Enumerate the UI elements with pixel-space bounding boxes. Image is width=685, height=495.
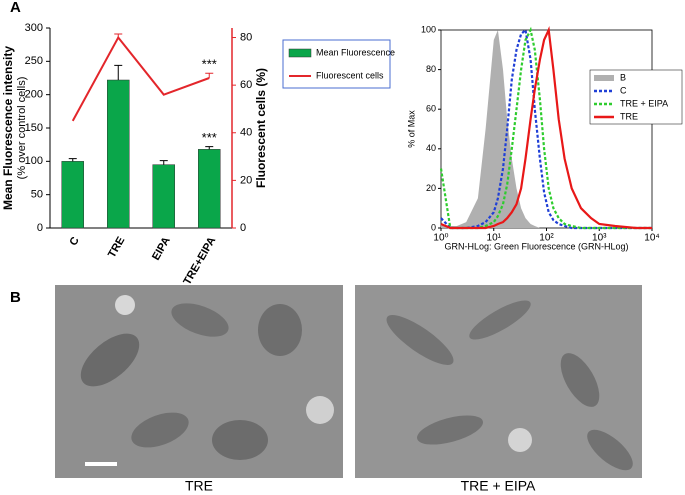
error-bar: [205, 146, 214, 150]
x-tick-label: 10²: [539, 233, 554, 244]
y-axis-label-note: (% over control cells): [16, 77, 28, 180]
y-tick-label: 60: [426, 104, 436, 114]
y-tick-label: 20: [426, 183, 436, 193]
histogram-line: [440, 26, 652, 230]
y-tick-label: 250: [25, 55, 43, 67]
bar: [61, 161, 84, 229]
y-tick-label: 150: [25, 122, 43, 134]
panel-label: A: [10, 0, 21, 16]
x-tick-label: TRE+EIPA: [181, 235, 218, 287]
legend-label: Mean Fluorescence: [316, 47, 395, 57]
x-tick-label: 10⁰: [433, 233, 448, 244]
x-tick-label: TRE: [106, 235, 127, 260]
x-tick-label: 10⁴: [644, 233, 659, 244]
error-bar: [68, 158, 77, 162]
y2-tick-label: 20: [240, 174, 252, 186]
legend-label: C: [620, 85, 627, 95]
y-axis-label: Mean Fluorescence intensity: [1, 46, 15, 210]
x-tick-label: EIPA: [150, 235, 173, 263]
histogram-line: [440, 27, 652, 230]
error-bar: [159, 160, 168, 165]
annotation: ***: [202, 130, 217, 145]
micrograph: [355, 285, 642, 478]
bar: [107, 79, 130, 229]
error-bar: [114, 64, 123, 80]
legend-label: B: [620, 72, 626, 82]
panel-label: B: [10, 289, 21, 306]
y-tick-label: 0: [431, 222, 436, 232]
y2-axis-label: Fluorescent cells (%): [254, 68, 268, 188]
y-axis-label: % of Max: [406, 110, 416, 148]
error-bar: [205, 72, 214, 78]
x-tick-label: 10¹: [487, 233, 502, 244]
legend-label: TRE + EIPA: [620, 98, 668, 108]
bar: [198, 149, 221, 229]
legend-swatch: [594, 75, 614, 81]
x-tick-label: C: [67, 235, 81, 248]
plot-frame: [440, 29, 653, 229]
annotation: ***: [202, 57, 217, 72]
image-caption: TRE + EIPA: [461, 478, 536, 494]
image-caption: TRE: [185, 478, 213, 494]
line: [71, 35, 210, 122]
legend-swatch: [288, 48, 312, 58]
histogram-line: [439, 26, 652, 230]
legend-label: Fluorescent cells: [316, 70, 384, 80]
y-tick-label: 0: [37, 222, 43, 234]
legend-label: TRE: [620, 111, 638, 121]
y2-tick-label: 80: [240, 31, 252, 43]
histogram-area: [441, 30, 652, 228]
micrograph: [55, 285, 343, 478]
bar: [152, 164, 175, 229]
x-axis-label: GRN-HLog: Green Fluorescence (GRN-HLog): [444, 241, 628, 251]
y-tick-label: 100: [421, 24, 436, 34]
y-tick-label: 80: [426, 64, 436, 74]
y-tick-label: 200: [25, 89, 43, 101]
y-tick-label: 300: [25, 22, 43, 34]
y-tick-label: 40: [426, 143, 436, 153]
y-tick-label: 50: [31, 189, 43, 201]
x-tick-label: 10³: [592, 233, 607, 244]
y2-tick-label: 0: [240, 222, 246, 234]
legend-box: [282, 39, 391, 89]
y-tick-label: 100: [25, 155, 43, 167]
y2-tick-label: 40: [240, 127, 252, 139]
y2-tick-label: 60: [240, 79, 252, 91]
